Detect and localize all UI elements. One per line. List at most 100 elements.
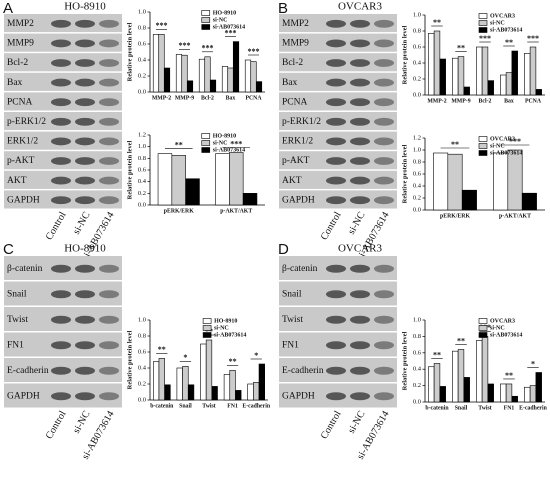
y-tick-label: 0.4: [138, 364, 147, 371]
band: [374, 315, 394, 324]
legend-label: HO-8910: [213, 10, 236, 16]
band: [99, 19, 119, 28]
x-tick-label: PCNA: [245, 95, 262, 101]
bar: [253, 382, 260, 401]
bar: [200, 343, 207, 401]
blot-label: GAPDH: [282, 391, 315, 401]
bar: [258, 363, 265, 401]
significance-label: ***: [509, 137, 521, 146]
bar: [529, 385, 537, 403]
blot-label: FN1: [7, 340, 24, 350]
cell-line: HO-8910: [64, 1, 106, 13]
y-axis-title: Relative protein level: [126, 140, 133, 199]
band: [75, 39, 95, 48]
y-tick-label: 0.0: [138, 201, 146, 208]
bar: [163, 67, 171, 93]
y-axis-title: Relative protein level: [401, 331, 408, 390]
band: [326, 98, 346, 107]
y-tick-label: 1.2: [413, 134, 421, 141]
x-tick-label: Bax: [504, 98, 514, 104]
x-tick-label: PCNA: [525, 98, 542, 104]
x-tick-label: E-cadherin: [242, 403, 270, 409]
band: [350, 59, 370, 67]
blot-label: FN1: [282, 340, 299, 350]
blot-label: MMP2: [282, 19, 309, 29]
y-tick-label: 0.8: [413, 27, 421, 34]
band: [350, 264, 370, 273]
band: [350, 392, 370, 401]
x-tick-label: MMP-9: [451, 98, 470, 104]
band: [75, 117, 95, 126]
blot-label: p-ERK1/2: [7, 117, 46, 127]
band: [374, 392, 394, 401]
band: [99, 157, 119, 165]
legend-label: si-AB073614: [214, 332, 246, 338]
y-tick-label: 0.0: [138, 88, 146, 95]
legend-label: si-AB073614: [490, 332, 522, 338]
legend-swatch: [202, 318, 212, 324]
legend-label: si-AB073614: [490, 150, 522, 156]
bar: [229, 370, 236, 401]
panel-letter: C: [3, 241, 14, 258]
band: [51, 137, 71, 146]
band: [51, 176, 71, 185]
bar: [439, 58, 446, 96]
x-tick-label: b-catenin: [150, 403, 174, 409]
bar: [452, 350, 459, 403]
significance-label: **: [158, 345, 166, 354]
band: [326, 117, 346, 126]
band: [326, 59, 346, 67]
band: [350, 315, 370, 324]
bar: [205, 339, 213, 401]
legend-swatch: [478, 20, 488, 26]
blot-label: p-AKT: [282, 156, 310, 166]
lane-label: Control: [319, 409, 344, 441]
bar: [433, 30, 441, 96]
legend-label: si-AB073614: [490, 27, 522, 33]
x-tick-label: Snail: [455, 405, 468, 411]
band: [326, 290, 346, 299]
bar: [535, 89, 542, 96]
band: [75, 157, 95, 165]
legend-swatch: [201, 147, 211, 153]
y-tick-label: 0.6: [138, 166, 147, 173]
significance-label: ***: [202, 44, 214, 53]
legend-swatch: [478, 13, 488, 19]
band: [75, 264, 95, 273]
y-tick-label: 1.0: [138, 8, 146, 15]
band: [326, 157, 346, 165]
bar: [487, 80, 494, 96]
band: [350, 39, 370, 48]
band: [374, 98, 394, 107]
y-tick-label: 1.0: [413, 11, 421, 18]
significance-label: **: [457, 43, 465, 52]
bar: [221, 66, 229, 93]
blot-label: AKT: [7, 176, 27, 186]
band: [75, 366, 95, 375]
band: [350, 98, 370, 107]
cell-line: OVCAR3: [338, 1, 383, 13]
bar: [529, 46, 537, 96]
blot-label: p-ERK1/2: [282, 117, 321, 127]
band: [326, 19, 346, 28]
bar: [505, 383, 513, 403]
bar: [493, 152, 509, 211]
significance-label: ***: [225, 28, 237, 37]
band: [51, 392, 71, 401]
band: [374, 366, 394, 375]
band: [350, 366, 370, 375]
y-tick-label: 0.4: [413, 366, 422, 373]
legend-swatch: [201, 24, 211, 30]
significance-label: **: [451, 140, 459, 149]
y-tick-label: 0.2: [138, 380, 146, 387]
blot-label: Bax: [7, 78, 23, 88]
blot-label: E-cadherin: [7, 366, 49, 376]
band: [350, 196, 370, 205]
band: [99, 264, 119, 273]
bar: [481, 46, 489, 96]
y-tick-label: 0.4: [413, 182, 422, 189]
panel-letter: D: [278, 241, 289, 258]
legend-label: si-NC: [213, 140, 228, 146]
band: [374, 176, 394, 185]
band: [75, 137, 95, 146]
